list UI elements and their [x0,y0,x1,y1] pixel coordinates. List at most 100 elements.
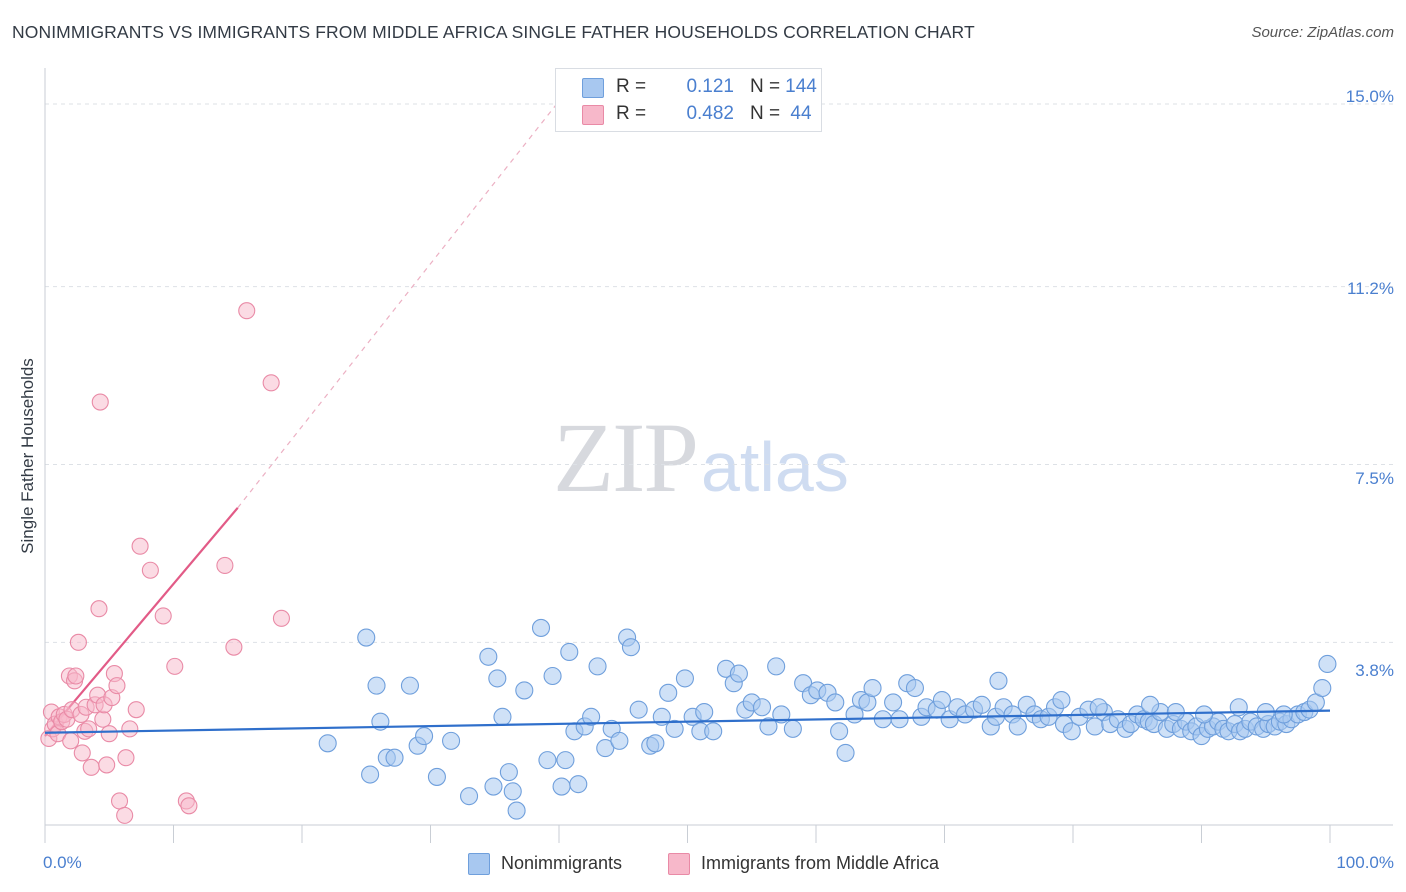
r-label: R = [616,76,647,97]
n-value: 144 [785,76,817,97]
immigrant-point [166,657,184,675]
nonimmigrant-point [1089,698,1108,717]
nonimmigrant-point [989,671,1008,690]
nonimmigrant-point [1141,695,1160,714]
immigrant-point [62,732,80,750]
nonimmigrant-point [1274,705,1293,724]
immigrant-point [121,720,139,738]
nonimmigrant-point [538,751,557,770]
immigrants-swatch [582,105,604,125]
nonimmigrant-point [556,751,575,770]
r-label: R = [616,103,647,124]
nonimmigrant-point [675,669,694,688]
nonimmigrant-point [863,678,882,698]
immigrant-point [90,600,108,618]
nonimmigrant-point [695,702,714,722]
nonimmigrant-point [385,748,404,767]
immigrant-point [225,638,243,656]
legend-label: Immigrants from Middle Africa [701,853,940,873]
n-value: 44 [790,103,812,124]
immigrant-point [91,393,109,411]
x-tick-label-max: 100.0% [1336,853,1394,872]
chart-title: NONIMMIGRANTS VS IMMIGRANTS FROM MIDDLE … [12,22,975,42]
nonimmigrant-point [729,664,748,683]
immigrant-point [98,756,116,774]
nonimmigrant-point [400,676,419,695]
nonimmigrant-point [588,657,607,676]
nonimmigrant-point [488,669,507,688]
nonimmigrant-point [752,698,772,717]
nonimmigrant-point [552,777,571,796]
nonimmigrant-point [932,690,951,710]
nonimmigrants-swatch [582,78,604,98]
grid-lines [45,103,1393,643]
immigrant-point [110,792,129,810]
nonimmigrant-point [515,681,534,700]
immigrant-point [73,744,91,762]
nonimmigrant-point [367,676,386,695]
nonimmigrant-point [499,763,518,782]
nonimmigrant-point [830,722,849,741]
n-label: N = [750,76,781,97]
nonimmigrant-point [759,717,778,736]
r-value: 0.482 [686,103,734,124]
x-tick-label-min: 0.0% [43,853,82,872]
nonimmigrant-point [503,782,522,801]
nonimmigrant-point [596,739,615,758]
nonimmigrants-trend-line [44,709,1331,734]
nonimmigrant-point [442,731,461,750]
immigrant-point [127,701,145,719]
nonimmigrant-point [665,719,684,738]
nonimmigrant-point [1052,690,1071,710]
r-value: 0.121 [686,76,734,97]
immigrant-point [67,667,85,685]
nonimmigrant-point [783,719,802,738]
nonimmigrant-point [493,707,512,726]
nonimmigrant-point [890,710,909,729]
immigrant-point [69,633,87,651]
nonimmigrant-point [560,642,579,662]
nonimmigrant-point [427,767,446,786]
nonimmigrant-point [826,693,845,712]
nonimmigrant-point [531,618,551,637]
axes [44,68,1393,843]
nonimmigrant-point [1062,722,1081,741]
nonimmigrant-point [621,638,641,657]
y-tick-label-7-5: 7.5% [1355,469,1394,488]
nonimmigrant-point [361,765,380,784]
nonimmigrant-point [415,727,434,746]
nonimmigrant-point [357,628,376,647]
nonimmigrant-point [610,731,629,750]
nonimmigrant-point [569,775,588,794]
nonimmigrant-point [704,722,723,741]
nonimmigrant-point [582,707,601,726]
immigrants-trend-dashed [237,84,573,509]
y-tick-label-15: 15.0% [1345,87,1394,106]
immigrants-trend-line [44,84,573,737]
immigrant-point [94,710,112,728]
immigrant-point [272,609,290,627]
nonimmigrant-point [318,734,337,753]
nonimmigrants-legend-swatch [468,853,490,875]
nonimmigrant-point [836,743,855,762]
immigrant-point [262,374,280,392]
immigrant-point [216,556,234,575]
immigrant-point [100,725,118,743]
immigrant-point [238,302,256,320]
y-tick-label-11-2: 11.2% [1347,279,1394,298]
nonimmigrant-point [659,683,678,702]
nonimmigrant-point [479,647,498,666]
nonimmigrant-point [543,666,562,686]
nonimmigrant-point [1008,717,1027,736]
n-label: N = [750,103,781,124]
immigrant-point [180,797,198,815]
immigrant-point [154,607,172,625]
nonimmigrant-point [459,787,479,806]
immigrant-point [141,561,159,579]
nonimmigrant-point [905,678,924,698]
nonimmigrant-point [1313,678,1332,698]
immigrant-point [117,749,135,767]
nonimmigrant-point [772,705,791,724]
nonimmigrant-point [972,695,991,714]
nonimmigrant-point [1195,705,1214,724]
